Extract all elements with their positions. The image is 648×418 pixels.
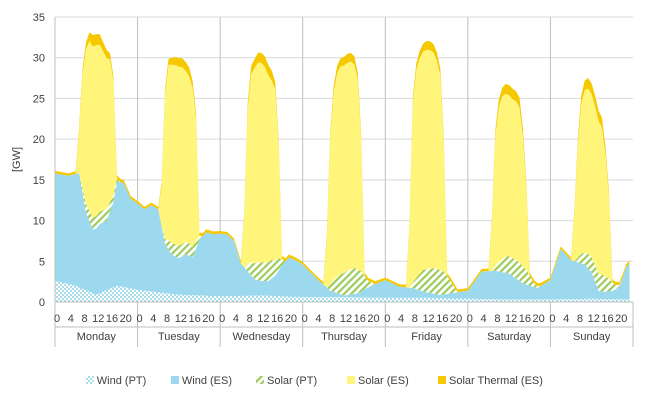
x-tick-label: 16 xyxy=(106,313,118,325)
x-tick-label: 0 xyxy=(549,313,555,325)
x-tick-label: 12 xyxy=(175,313,187,325)
x-tick-label: 12 xyxy=(422,313,434,325)
x-tick-label: 20 xyxy=(450,313,462,325)
x-tick-label: 12 xyxy=(505,313,517,325)
x-tick-label: 0 xyxy=(54,313,60,325)
y-tick-label: 20 xyxy=(33,134,45,146)
x-tick-label: 16 xyxy=(519,313,531,325)
x-tick-label: 16 xyxy=(354,313,366,325)
area-solar-es xyxy=(55,41,630,293)
x-tick-label: 4 xyxy=(315,313,321,325)
x-tick-label: 20 xyxy=(533,313,545,325)
day-label: Monday xyxy=(77,331,117,343)
legend-swatch xyxy=(438,376,446,384)
day-label: Tuesday xyxy=(158,331,200,343)
x-tick-label: 16 xyxy=(601,313,613,325)
x-tick-label: 16 xyxy=(271,313,283,325)
x-tick-label: 0 xyxy=(302,313,308,325)
y-tick-label: 5 xyxy=(39,256,45,268)
y-axis-label: [GW] xyxy=(11,147,23,172)
day-label: Saturday xyxy=(487,331,532,343)
legend-label: Wind (ES) xyxy=(182,375,232,387)
x-tick-label: 12 xyxy=(257,313,269,325)
area-wind-es xyxy=(55,173,630,300)
x-tick-label: 0 xyxy=(467,313,473,325)
day-label: Sunday xyxy=(573,331,611,343)
day-label: Friday xyxy=(411,331,442,343)
x-tick-label: 8 xyxy=(577,313,583,325)
x-tick-label: 8 xyxy=(247,313,253,325)
day-label: Thursday xyxy=(321,331,367,343)
legend-swatch xyxy=(347,376,355,384)
x-tick-label: 8 xyxy=(494,313,500,325)
y-tick-label: 15 xyxy=(33,175,45,187)
legend-swatch xyxy=(256,376,264,384)
area-series xyxy=(55,32,630,302)
x-tick-label: 20 xyxy=(120,313,132,325)
x-tick-label: 12 xyxy=(588,313,600,325)
area-wind-pt xyxy=(55,280,630,302)
x-tick-label: 20 xyxy=(285,313,297,325)
legend-label: Wind (PT) xyxy=(97,375,147,387)
legend: Wind (PT) Wind (ES) Solar (PT) Solar (ES) So… xyxy=(85,375,543,387)
x-tick-label: 16 xyxy=(188,313,200,325)
x-tick-label: 12 xyxy=(340,313,352,325)
x-tick-label: 4 xyxy=(68,313,74,325)
x-tick-label: 0 xyxy=(137,313,143,325)
y-tick-label: 10 xyxy=(33,216,45,228)
x-tick-label: 4 xyxy=(233,313,239,325)
x-tick-label: 20 xyxy=(367,313,379,325)
x-tick-label: 8 xyxy=(412,313,418,325)
x-tick-label: 4 xyxy=(563,313,569,325)
x-tick-label: 16 xyxy=(436,313,448,325)
legend-label: Solar Thermal (ES) xyxy=(449,375,543,387)
x-tick-label: 20 xyxy=(615,313,627,325)
legend-swatch xyxy=(170,376,179,384)
day-label: Wednesday xyxy=(232,331,290,343)
x-tick-label: 4 xyxy=(398,313,404,325)
x-tick-label: 12 xyxy=(92,313,104,325)
x-tick-label: 0 xyxy=(384,313,390,325)
legend-label: Solar (PT) xyxy=(267,375,317,387)
x-tick-label: 0 xyxy=(219,313,225,325)
x-tick-label: 20 xyxy=(202,313,214,325)
x-tick-label: 4 xyxy=(150,313,156,325)
x-tick-label: 8 xyxy=(164,313,170,325)
y-tick-label: 30 xyxy=(33,53,45,65)
y-tick-label: 35 xyxy=(33,12,45,24)
x-tick-label: 8 xyxy=(81,313,87,325)
y-tick-label: 0 xyxy=(39,297,45,309)
legend-label: Solar (ES) xyxy=(358,375,409,387)
x-tick-label: 8 xyxy=(329,313,335,325)
x-tick-label: 4 xyxy=(481,313,487,325)
y-tick-label: 25 xyxy=(33,93,45,105)
legend-swatch xyxy=(85,376,94,384)
